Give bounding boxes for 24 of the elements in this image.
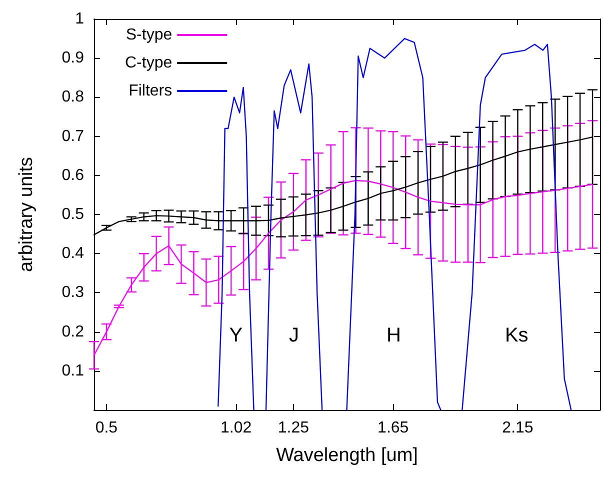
x-tick-label: 2.15 — [502, 420, 534, 436]
y-tick-label: 0.5 — [62, 206, 84, 223]
legend-label: C-type — [125, 54, 172, 72]
legend-label: Filters — [128, 82, 172, 100]
legend-label: S-type — [126, 26, 172, 44]
y-tick-label: 0.6 — [62, 166, 84, 184]
x-tick-label: 0.5 — [95, 420, 118, 436]
y-tick-label: 0.7 — [62, 128, 84, 145]
x-tick-label: 1.25 — [278, 420, 310, 436]
y-tick-label: 1 — [75, 10, 84, 28]
annotation: Y — [229, 324, 243, 347]
annotation: H — [386, 324, 401, 347]
y-tick-label: 0.3 — [62, 284, 84, 302]
x-axis-title: Wavelength [um] — [276, 445, 418, 466]
x-tick-label: 1.02 — [220, 420, 252, 436]
annotation: J — [289, 324, 300, 347]
y-tick-label: 0.8 — [62, 88, 84, 106]
y-tick-label: 0.1 — [62, 362, 84, 380]
y-tick-label: 0.2 — [62, 323, 84, 340]
y-tick-label: 0.4 — [62, 245, 84, 262]
x-tick-label: 1.65 — [378, 420, 409, 436]
y-tick-label: 0.9 — [62, 50, 84, 67]
annotation: Ks — [504, 324, 528, 347]
y-axis-title: arbitrary units — [16, 156, 37, 272]
